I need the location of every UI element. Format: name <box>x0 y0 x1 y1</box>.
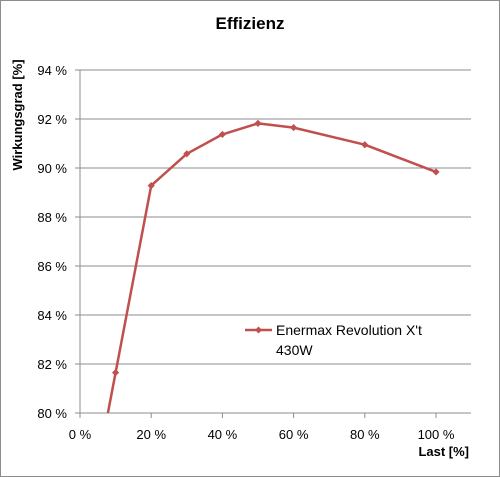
data-point <box>432 168 440 176</box>
x-axis-title: Last [%] <box>418 444 469 459</box>
y-tick-label: 94 % <box>37 63 67 78</box>
x-tick-label: 80 % <box>350 427 380 442</box>
y-tick-label: 84 % <box>37 308 67 323</box>
data-point <box>361 141 369 149</box>
x-tick-label: 0 % <box>69 427 92 442</box>
data-point <box>218 130 226 139</box>
y-tick-label: 86 % <box>37 259 67 274</box>
data-point <box>112 368 120 377</box>
x-tick-label: 100 % <box>418 427 455 442</box>
y-tick-label: 88 % <box>37 210 67 225</box>
x-tick-label: 20 % <box>136 427 166 442</box>
data-point <box>147 182 155 190</box>
y-tick-label: 92 % <box>37 112 67 127</box>
y-tick-labels: 80 % 82 % 84 % 86 % 88 % 90 % 92 % 94 % <box>37 63 80 421</box>
legend: Enermax Revolution X't 430W <box>245 322 422 358</box>
y-tick-label: 80 % <box>37 406 67 421</box>
series-group <box>106 119 440 414</box>
chart-title: Effizienz <box>216 14 285 33</box>
data-point <box>290 123 298 132</box>
data-point <box>254 119 262 128</box>
y-axis-title: Wirkungsgrad [%] <box>10 59 25 170</box>
x-tick-labels: 0 % 20 % 40 % 60 % 80 % 100 % <box>69 413 455 442</box>
y-tick-label: 90 % <box>37 161 67 176</box>
legend-label-line2: 430W <box>276 342 313 358</box>
x-tick-label: 40 % <box>208 427 238 442</box>
y-tick-label: 82 % <box>37 357 67 372</box>
data-point <box>183 150 191 158</box>
legend-marker <box>255 326 262 334</box>
x-tick-label: 60 % <box>279 427 309 442</box>
legend-label-line1: Enermax Revolution X't <box>276 322 422 338</box>
